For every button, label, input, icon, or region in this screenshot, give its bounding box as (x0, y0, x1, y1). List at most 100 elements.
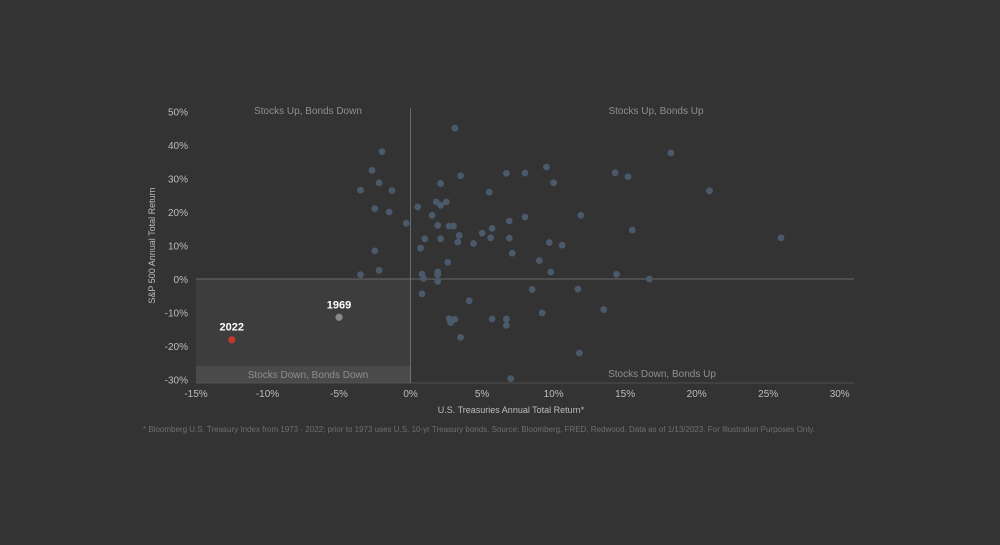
quadrant-label-top-right: Stocks Up, Bonds Up (608, 106, 703, 117)
scatter-point (421, 235, 429, 243)
scatter-point (507, 375, 515, 383)
scatter-point (437, 201, 445, 209)
y-tick-label: 10% (168, 242, 188, 253)
x-tick-label: 0% (403, 389, 418, 400)
scatter-point (371, 247, 379, 255)
x-tick-label: 20% (687, 389, 707, 400)
scatter-point (434, 277, 442, 285)
x-tick-label: 25% (758, 389, 778, 400)
scatter-point (505, 217, 513, 225)
highlight-point-1969 (335, 313, 343, 321)
x-tick-label: 15% (615, 389, 635, 400)
scatter-point (451, 124, 459, 132)
scatter-point (417, 244, 424, 252)
scatter-point (624, 173, 632, 181)
scatter-point (418, 290, 426, 298)
scatter-point (457, 333, 465, 341)
scatter-point (357, 271, 364, 279)
scatter-point (646, 275, 653, 283)
scatter-point (437, 180, 445, 187)
scatter-point (667, 149, 675, 157)
scatter-point (371, 205, 379, 213)
scatter-point (577, 211, 585, 219)
scatter-point (478, 229, 486, 237)
quadrant-label-bottom-right: Stocks Down, Bonds Up (608, 369, 716, 380)
scatter-point (420, 274, 427, 282)
quadrant-label-bottom-left: Stocks Down, Bonds Down (248, 370, 369, 381)
scatter-point (437, 235, 445, 243)
scatter-point (451, 315, 459, 323)
highlight-label-2022: 2022 (220, 322, 244, 334)
scatter-point (444, 258, 452, 266)
highlight-label-1969: 1969 (327, 299, 351, 311)
x-tick-label: 10% (544, 389, 564, 400)
scatter-point (485, 188, 493, 196)
scatter-point (521, 169, 529, 177)
scatter-point (505, 234, 513, 242)
scatter-point (777, 234, 785, 242)
scatter-point (574, 285, 582, 293)
x-tick-label: -5% (330, 389, 348, 400)
x-tick-label: -15% (184, 389, 207, 400)
y-tick-label: -30% (165, 376, 188, 387)
scatter-point (375, 266, 383, 274)
scatter-point (706, 187, 713, 195)
scatter-point (434, 221, 442, 229)
scatter-point (503, 315, 510, 323)
scatter-point (378, 148, 386, 155)
scatter-point (558, 241, 566, 249)
footnote: * Bloomberg U.S. Treasury Index from 197… (143, 425, 815, 434)
scatter-point (487, 234, 495, 242)
y-tick-label: 40% (168, 141, 188, 152)
scatter-point (454, 238, 462, 246)
scatter-point (450, 222, 457, 230)
scatter-point (385, 208, 393, 216)
scatter-point (503, 321, 510, 329)
scatter-point (457, 172, 465, 180)
scatter-point (428, 211, 436, 219)
scatter-point (611, 169, 619, 177)
scatter-point (543, 163, 550, 171)
scatter-point (550, 179, 558, 187)
y-tick-label: 30% (168, 174, 188, 185)
scatter-point (545, 239, 553, 246)
y-tick-label: 20% (168, 208, 188, 219)
y-tick-label: 50% (168, 107, 188, 118)
scatter-point (508, 249, 516, 257)
x-axis-title: U.S. Treasuries Annual Total Return* (438, 405, 585, 415)
scatter-point (613, 270, 620, 278)
y-axis-title: S&P 500 Annual Total Return (147, 187, 157, 303)
y-tick-label: -20% (165, 342, 188, 353)
quadrant-stocks-down-bonds-down (196, 279, 411, 383)
scatter-point (575, 349, 583, 357)
scatter-point (402, 219, 410, 227)
scatter-point (528, 286, 536, 293)
scatter-point (434, 271, 442, 279)
scatter-point (388, 187, 396, 194)
scatter-point (470, 240, 477, 247)
scatter-point (600, 306, 608, 313)
x-tick-label: 30% (830, 389, 850, 400)
scatter-point (538, 309, 546, 317)
x-tick-label: -10% (256, 389, 279, 400)
scatter-point (503, 169, 510, 177)
quadrant-label-strip (196, 366, 411, 383)
scatter-point (375, 179, 383, 187)
scatter-point (414, 203, 422, 211)
y-tick-label: -10% (165, 309, 188, 320)
scatter-point (442, 198, 450, 206)
highlight-point-2022 (228, 336, 236, 344)
y-tick-label: 0% (174, 275, 189, 286)
x-tick-label: 5% (475, 389, 490, 400)
scatter-point (547, 268, 555, 276)
scatter-point (465, 297, 473, 305)
scatter-point (535, 257, 543, 264)
scatter-point (488, 315, 496, 323)
quadrant-label-top-left: Stocks Up, Bonds Down (254, 106, 362, 117)
scatter-point (521, 213, 529, 221)
scatter-point (488, 224, 496, 232)
scatter-point (368, 166, 376, 174)
scatter-point (455, 232, 463, 239)
scatter-point (357, 186, 364, 194)
